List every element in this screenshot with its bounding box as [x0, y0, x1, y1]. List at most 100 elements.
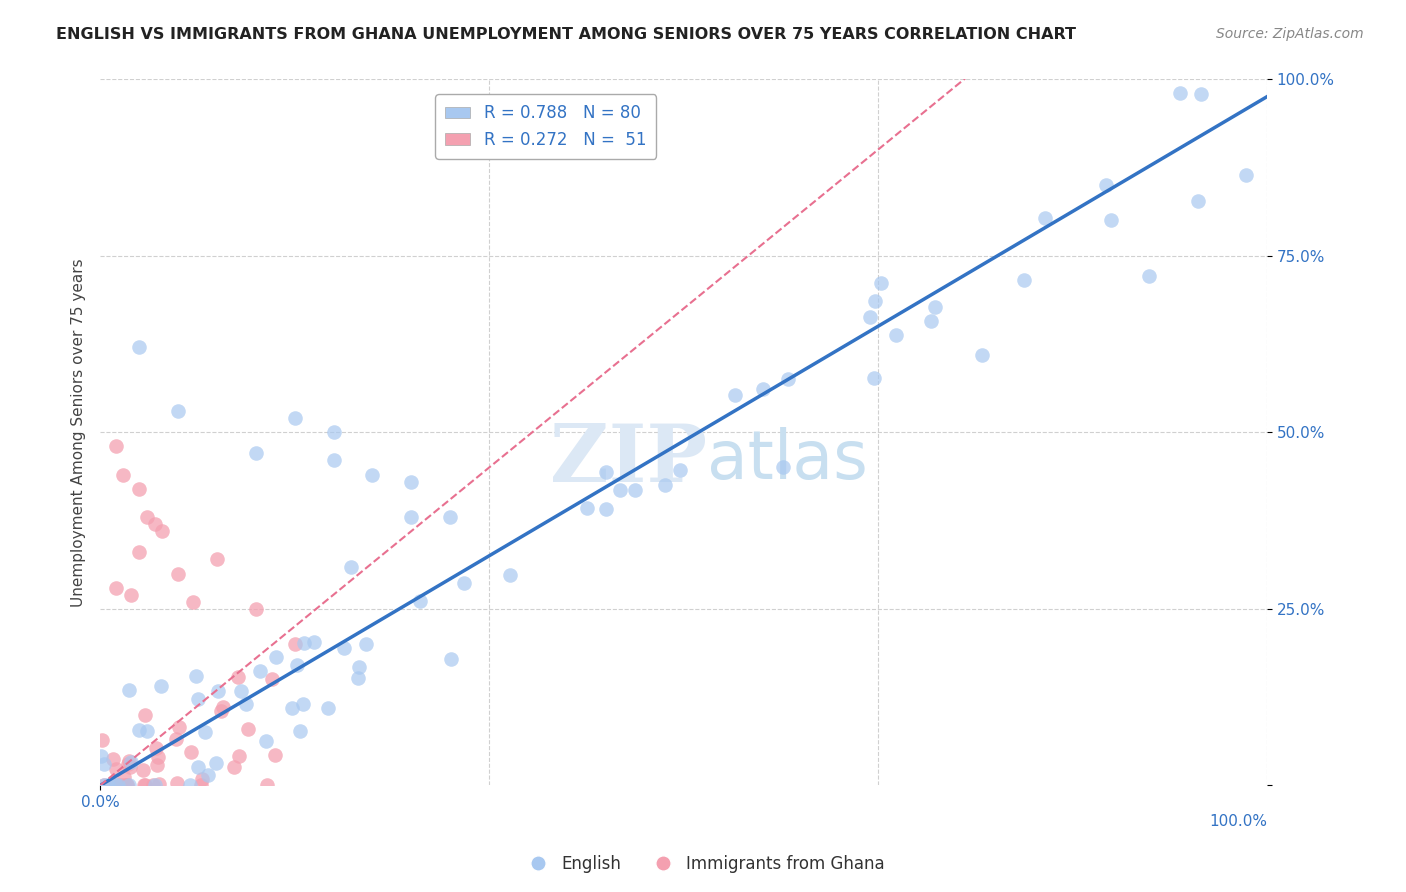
Text: ZIP: ZIP	[550, 422, 707, 500]
Point	[150, 524, 173, 538]
Text: atlas: atlas	[707, 427, 868, 493]
Point	[143, 779, 166, 793]
Point	[207, 683, 229, 698]
Point	[197, 768, 219, 782]
Point	[110, 779, 132, 793]
Point	[128, 723, 150, 738]
Point	[148, 777, 170, 791]
Point	[134, 779, 156, 793]
Point	[128, 545, 150, 559]
Text: ENGLISH VS IMMIGRANTS FROM GHANA UNEMPLOYMENT AMONG SENIORS OVER 75 YEARS CORREL: ENGLISH VS IMMIGRANTS FROM GHANA UNEMPLO…	[56, 27, 1076, 42]
Point	[118, 760, 141, 774]
Point	[291, 697, 314, 711]
Point	[142, 779, 165, 793]
Point	[439, 510, 461, 524]
Point	[143, 517, 166, 532]
Point	[1187, 194, 1209, 208]
Point	[104, 439, 127, 453]
Point	[134, 708, 156, 723]
Point	[264, 650, 287, 665]
Point	[212, 700, 235, 714]
Point	[340, 559, 363, 574]
Y-axis label: Unemployment Among Seniors over 75 years: Unemployment Among Seniors over 75 years	[72, 258, 86, 607]
Point	[924, 301, 946, 315]
Point	[209, 704, 232, 718]
Legend: English, Immigrants from Ghana: English, Immigrants from Ghana	[515, 848, 891, 880]
Point	[870, 276, 893, 290]
Point	[401, 475, 423, 489]
Point	[284, 411, 307, 425]
Point	[104, 779, 127, 793]
Point	[166, 776, 188, 790]
Point	[128, 482, 150, 496]
Point	[104, 779, 127, 793]
Point	[1033, 211, 1056, 226]
Point	[190, 779, 212, 793]
Point	[245, 602, 267, 616]
Point	[575, 500, 598, 515]
Point	[972, 348, 994, 362]
Point	[245, 446, 267, 460]
Point	[165, 731, 187, 746]
Point	[401, 510, 423, 524]
Point	[93, 779, 115, 793]
Point	[772, 459, 794, 474]
Point	[453, 576, 475, 591]
Point	[235, 697, 257, 711]
Point	[187, 691, 209, 706]
Point	[440, 652, 463, 666]
Point	[90, 749, 112, 764]
Point	[93, 756, 115, 771]
Point	[167, 720, 190, 734]
Point	[167, 404, 190, 418]
Point	[91, 732, 114, 747]
Point	[231, 684, 253, 698]
Point	[361, 467, 384, 482]
Point	[115, 779, 138, 793]
Point	[134, 779, 156, 793]
Point	[226, 670, 249, 684]
Point	[118, 683, 141, 698]
Point	[499, 567, 522, 582]
Point	[285, 658, 308, 673]
Point	[118, 779, 141, 793]
Point	[859, 310, 882, 324]
Point	[1099, 213, 1122, 227]
Point	[322, 425, 344, 440]
Point	[284, 637, 307, 651]
Point	[104, 762, 127, 776]
Point	[183, 595, 205, 609]
Point	[1137, 268, 1160, 283]
Point	[624, 483, 647, 497]
Point	[347, 660, 370, 674]
Point	[205, 756, 228, 770]
Point	[117, 754, 139, 768]
Point	[281, 701, 304, 715]
Point	[249, 664, 271, 678]
Point	[180, 745, 202, 759]
Point	[254, 733, 277, 747]
Point	[1012, 273, 1035, 287]
Point	[146, 750, 169, 764]
Point	[322, 453, 344, 467]
Point	[654, 478, 676, 492]
Point	[1095, 178, 1118, 192]
Point	[132, 764, 155, 778]
Point	[863, 293, 886, 308]
Point	[135, 723, 157, 738]
Point	[194, 725, 217, 739]
Point	[135, 510, 157, 524]
Point	[316, 701, 339, 715]
Point	[723, 388, 745, 402]
Point	[112, 779, 135, 793]
Point	[863, 370, 886, 384]
Point	[187, 759, 209, 773]
Point	[595, 465, 617, 479]
Point	[205, 552, 228, 566]
Point	[228, 748, 250, 763]
Point	[292, 636, 315, 650]
Point	[290, 723, 312, 738]
Point	[236, 722, 259, 736]
Text: 100.0%: 100.0%	[1209, 814, 1267, 829]
Point	[167, 566, 190, 581]
